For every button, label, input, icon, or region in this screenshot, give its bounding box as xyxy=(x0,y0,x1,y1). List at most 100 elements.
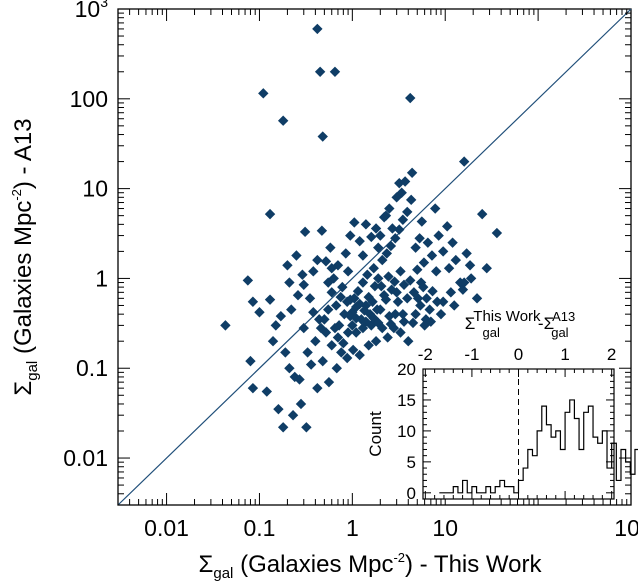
scatter-point xyxy=(277,422,289,433)
scatter-point xyxy=(349,217,360,228)
scatter-point xyxy=(314,66,326,77)
scatter-point xyxy=(352,286,364,297)
scatter-point xyxy=(380,294,392,305)
scatter-point xyxy=(491,227,503,239)
scatter-point xyxy=(261,386,273,397)
scatter-point xyxy=(422,237,434,248)
scatter-point xyxy=(481,262,492,274)
y-tick-label: 1 xyxy=(95,265,108,291)
scatter-point xyxy=(295,398,307,410)
scatter-point xyxy=(325,242,336,253)
scatter-point xyxy=(323,277,334,288)
y-tick-label: 100 xyxy=(70,86,108,112)
scatter-point xyxy=(398,279,410,290)
scatter-point xyxy=(418,257,430,268)
inset-y-ticks: 0 5 10 15 20 xyxy=(397,360,614,503)
scatter-point xyxy=(270,320,282,331)
scatter-point xyxy=(405,92,416,104)
scatter-point xyxy=(392,296,404,307)
scatter-point xyxy=(360,219,372,230)
scatter-point xyxy=(338,337,349,349)
scatter-point xyxy=(273,403,284,415)
scatter-point xyxy=(308,266,319,277)
scatter-point xyxy=(371,304,383,315)
scatter-point xyxy=(405,275,416,286)
scatter-point xyxy=(390,233,401,244)
scatter-point xyxy=(341,352,353,364)
scatter-point xyxy=(347,320,358,331)
scatter-point xyxy=(354,349,365,361)
scatter-point xyxy=(399,176,411,187)
scatter-point xyxy=(402,206,413,218)
scatter-point xyxy=(317,131,328,142)
scatter-point xyxy=(350,313,362,324)
scatter-point xyxy=(354,298,365,310)
scatter-point xyxy=(430,203,441,214)
scatter-point xyxy=(410,242,421,253)
scatter-point xyxy=(421,293,432,304)
scatter-point xyxy=(377,254,388,266)
inset-x-ticks: -2 -1 0 1 2 xyxy=(418,345,616,499)
scatter-point xyxy=(426,250,438,261)
scatter-point xyxy=(377,322,388,334)
scatter-point xyxy=(342,327,354,338)
inset-x-tick-label: 2 xyxy=(607,345,616,364)
scatter-point xyxy=(360,316,372,327)
scatter-point xyxy=(387,223,398,234)
scatter-point xyxy=(312,382,323,394)
y-tick-label: 0.01 xyxy=(63,445,108,471)
scatter-point xyxy=(445,287,457,298)
scatter-point xyxy=(264,294,276,305)
scatter-point xyxy=(395,327,406,338)
scatter-point xyxy=(284,277,295,288)
scatter-point xyxy=(247,296,259,307)
scatter-point xyxy=(329,66,341,77)
scatter-point xyxy=(383,271,394,282)
scatter-point xyxy=(406,167,418,179)
scatter-point xyxy=(337,281,348,293)
scatter-point xyxy=(298,322,309,334)
scatter-point xyxy=(443,262,455,274)
inset-histogram: -2 -1 0 1 2 0 5 10 15 20 ΣThis Work gal -ΣA13 gal C… xyxy=(366,308,638,503)
histogram-steps xyxy=(439,399,638,494)
scatter-point xyxy=(432,296,443,307)
x-axis-title: Σgal (Galaxies Mpc-2) - This Work xyxy=(199,550,543,582)
scatter-point xyxy=(407,317,419,329)
scatter-point xyxy=(298,279,309,290)
scatter-point xyxy=(408,287,420,298)
x-tick-label: 103 xyxy=(614,513,638,541)
scatter-point xyxy=(427,286,438,297)
scatter-point xyxy=(305,359,317,370)
scatter-point xyxy=(282,260,293,271)
x-tick-label: 1 xyxy=(346,515,359,541)
scatter-point xyxy=(277,115,289,126)
scatter-point xyxy=(367,296,378,307)
scatter-point xyxy=(326,287,337,298)
scatter-point xyxy=(415,300,426,311)
scatter-point xyxy=(342,266,354,277)
scatter-point xyxy=(397,214,409,225)
scatter-point xyxy=(220,320,231,331)
scatter-point xyxy=(357,250,369,261)
scatter-point xyxy=(389,276,400,287)
scatter-point xyxy=(435,308,447,320)
scatter-point xyxy=(242,275,254,286)
inset-y-tick-label: 10 xyxy=(397,422,416,441)
scatter-point xyxy=(332,332,344,343)
scatter-point xyxy=(378,212,390,223)
scatter-point xyxy=(308,307,319,318)
scatter-point xyxy=(284,363,295,374)
x-axis-ticks: 0.010.1110103 xyxy=(117,9,638,541)
y-tick-label: 10 xyxy=(82,176,108,202)
scatter-point xyxy=(340,248,351,259)
scatter-point xyxy=(350,327,362,338)
scatter-point xyxy=(363,340,374,351)
inset-x-tick-label: 1 xyxy=(560,345,569,364)
scatter-point xyxy=(345,294,356,305)
scatter-point xyxy=(299,226,311,238)
scatter-point xyxy=(424,304,435,315)
scatter-point xyxy=(416,216,428,227)
scatter-point xyxy=(397,308,409,320)
